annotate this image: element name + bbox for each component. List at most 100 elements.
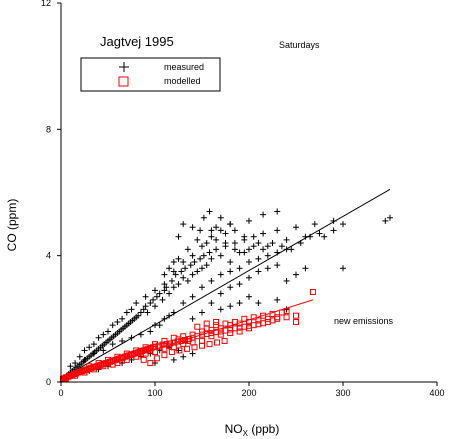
modelled-point (199, 328, 205, 335)
measured-point (283, 236, 290, 243)
measured-point (199, 284, 205, 291)
modelled-point (183, 345, 190, 352)
modelled-point (199, 342, 205, 349)
measured-point (194, 268, 201, 275)
measured-point (189, 315, 196, 322)
measured-point (180, 258, 187, 265)
measured-point (81, 356, 88, 363)
legend-marker-modelled (118, 76, 129, 87)
modelled-point (119, 355, 126, 362)
measured-point (213, 246, 220, 253)
measured-point (236, 281, 243, 288)
modelled-point (246, 325, 252, 332)
x-tick-label-3: 300 (335, 388, 350, 398)
modelled-point (236, 328, 243, 335)
measured-point (206, 249, 213, 256)
modelled-point (140, 356, 147, 363)
modelled-point (184, 337, 191, 344)
measured-point (269, 240, 276, 247)
measured-point (200, 252, 207, 259)
modelled-point (217, 331, 224, 338)
measured-point (152, 287, 158, 294)
measured-point (250, 233, 257, 240)
measured-point (246, 274, 252, 281)
measured-point (161, 287, 168, 294)
measured-point (217, 252, 224, 259)
measured-point (231, 246, 238, 253)
modelled-point (260, 312, 267, 319)
modelled-point (206, 341, 213, 348)
x-tick-label-2: 200 (241, 388, 256, 398)
modelled-point (213, 322, 220, 329)
measured-point (67, 363, 74, 370)
y-tick-label-2: 8 (46, 124, 51, 134)
measured-point (222, 240, 229, 247)
measured-point (142, 303, 149, 310)
measured-point (246, 258, 252, 265)
plot-marks (59, 188, 393, 382)
measured-point (184, 246, 191, 253)
measured-point (274, 227, 281, 234)
measured-point (153, 293, 160, 300)
x-tick-label-0: 0 (58, 388, 63, 398)
measured-point (76, 353, 83, 360)
measured-point (255, 255, 262, 262)
measured-point (246, 217, 252, 224)
measured-point (189, 350, 196, 357)
measured-point (180, 221, 187, 228)
measured-point (161, 271, 168, 278)
modelled-point (86, 363, 93, 370)
measured-point (316, 230, 323, 237)
legend: measured modelled (80, 57, 221, 92)
measured-point (81, 347, 88, 354)
measured-point (264, 243, 271, 250)
measured-point (222, 230, 229, 237)
x-axis-title-main: NO (225, 422, 243, 436)
measured-point (340, 221, 346, 228)
measured-point (250, 243, 257, 250)
measured-point (264, 252, 271, 259)
measured-point (175, 233, 182, 240)
measured-point (227, 258, 234, 265)
modelled-point (147, 360, 154, 367)
measured-point (178, 268, 185, 275)
measured-point (227, 268, 234, 275)
measured-point (135, 312, 142, 319)
measured-point (340, 265, 346, 272)
modelled-point (227, 330, 234, 337)
x-tick-label-1: 100 (147, 388, 162, 398)
legend-label-measured: measured (164, 62, 204, 72)
measured-point (197, 227, 204, 234)
measured-point (168, 277, 175, 284)
measured-point (180, 353, 187, 360)
measured-point (175, 281, 182, 288)
y-tick-label-1: 4 (46, 251, 51, 261)
measured-point (199, 243, 205, 250)
modelled-point (283, 314, 290, 321)
measured-point (203, 262, 210, 269)
modelled-point (180, 333, 187, 340)
measured-point (382, 217, 389, 224)
measured-point (260, 246, 267, 253)
measured-point (109, 322, 116, 329)
measured-point (90, 341, 97, 348)
measured-point (161, 281, 168, 288)
measured-point (144, 309, 151, 316)
measured-point (208, 300, 215, 307)
modelled-point (161, 337, 168, 344)
measured-point (311, 221, 318, 228)
measured-point (208, 227, 215, 234)
modelled-point (269, 311, 276, 318)
modelled-point (293, 318, 299, 325)
measured-point (90, 350, 97, 357)
measured-point (72, 360, 79, 367)
measured-point (152, 303, 158, 310)
measured-point (213, 224, 220, 231)
measured-point (227, 303, 234, 310)
measured-point (180, 300, 187, 307)
measured-point (227, 221, 234, 228)
measured-point (140, 306, 147, 313)
legend-box (80, 57, 221, 92)
modelled-point (221, 337, 228, 344)
